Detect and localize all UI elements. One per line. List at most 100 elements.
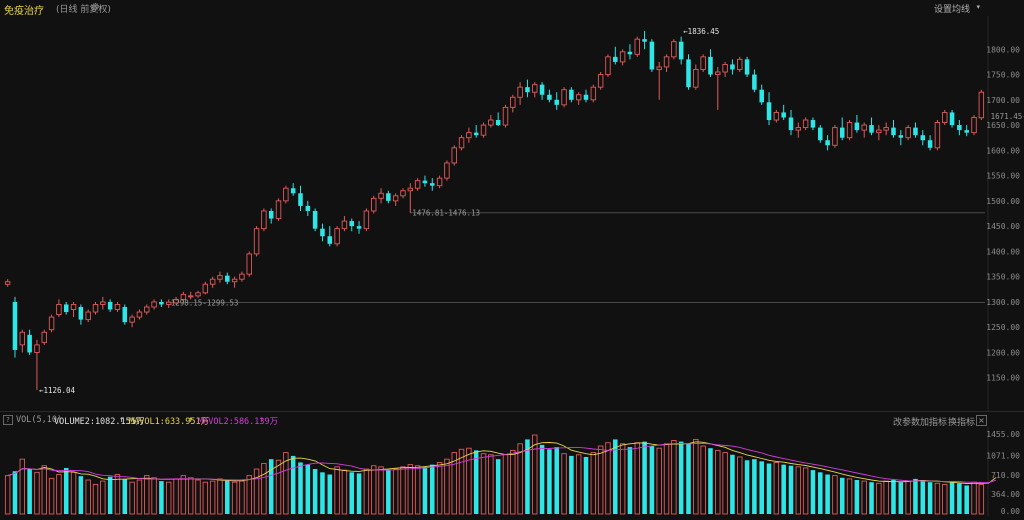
- switch-indicator-button[interactable]: 换指标: [948, 418, 976, 428]
- candle-body: [187, 295, 194, 298]
- volume-bar: [70, 471, 77, 515]
- candle-body: [971, 117, 977, 134]
- volume-bar: [19, 458, 26, 515]
- edit-params-button[interactable]: 改参数: [893, 418, 921, 428]
- candle-body: [605, 56, 611, 75]
- volume-bar: [4, 475, 11, 515]
- volume-bar: [136, 479, 143, 515]
- candle-body: [246, 253, 252, 275]
- volume-bar: [795, 466, 802, 515]
- candle-body: [473, 132, 479, 136]
- candle-body: [913, 127, 918, 136]
- candle-body: [85, 311, 91, 321]
- volume-bar: [290, 455, 296, 514]
- chevron-down-icon[interactable]: ▾: [976, 3, 980, 11]
- candle-body: [656, 66, 662, 70]
- candle-body: [209, 278, 216, 285]
- hline-label-1: 1298.15-1299.53: [171, 299, 239, 308]
- volume-bar: [781, 464, 786, 514]
- vol-y-tick-label: 710.00: [991, 471, 1020, 480]
- vol-indicator-name[interactable]: VOL(5,10): [16, 415, 63, 425]
- candle-body: [195, 292, 201, 297]
- help-icon[interactable]: ?: [3, 415, 13, 425]
- candle-body: [832, 127, 838, 146]
- ma-settings-button[interactable]: 设置均线: [933, 5, 970, 15]
- price-chart-svg[interactable]: 1150.00 1200.00 1250.00 1300.00 1350.00 1400.…: [0, 16, 1024, 411]
- volume-bar: [327, 474, 333, 514]
- candle-body: [451, 147, 457, 164]
- candle-body: [290, 188, 296, 194]
- candle-body: [693, 69, 699, 88]
- candle-body: [744, 59, 750, 75]
- volume-chart[interactable]: 1455.00 1071.00 710.00 364.00 0.00: [0, 427, 1024, 516]
- y-tick-label: 1400.00: [986, 247, 1020, 256]
- volume-bar: [898, 482, 904, 514]
- volume-arrow: ↑: [119, 415, 125, 425]
- candle-body: [283, 187, 289, 202]
- volume-bar: [759, 461, 764, 514]
- candle-body: [569, 89, 574, 100]
- volume-bar: [737, 456, 743, 515]
- candle-body: [920, 135, 926, 141]
- volume-bar: [407, 464, 414, 515]
- volume-bar: [964, 485, 969, 514]
- candle-body: [144, 306, 150, 313]
- candle-body: [363, 210, 370, 230]
- volume-bar: [92, 483, 99, 515]
- volume-bar: [231, 481, 238, 515]
- candle-body: [19, 331, 26, 346]
- volume-bar: [554, 447, 559, 514]
- mavol1-label: MAVOL1:633.951万: [129, 417, 210, 427]
- volume-bar: [569, 455, 574, 514]
- candle-body: [818, 127, 823, 141]
- close-icon[interactable]: ×: [976, 415, 987, 426]
- volume-chart-svg[interactable]: 1455.00 1071.00 710.00 364.00 0.00: [0, 427, 1024, 516]
- add-indicator-button[interactable]: 加指标: [920, 418, 948, 428]
- y-tick-label: 1350.00: [986, 273, 1020, 282]
- y-tick-label: 1800.00: [986, 45, 1020, 54]
- volume-bar: [195, 479, 201, 515]
- candle-body: [905, 127, 911, 139]
- volume-bar: [517, 443, 523, 515]
- volume-bar: [356, 473, 362, 514]
- volume-bar: [320, 472, 325, 514]
- volume-indicator-header: ? VOL(5,10) VOLUME2:1082.155万 ↑ MAVOL1:6…: [0, 411, 1024, 428]
- volume-bar: [693, 438, 699, 515]
- candle-body: [942, 111, 948, 123]
- volume-bar: [202, 481, 209, 515]
- candle-body: [305, 205, 311, 211]
- candle-body: [4, 281, 11, 285]
- gear-icon[interactable]: ⚙: [91, 2, 100, 13]
- candle-body: [239, 273, 245, 280]
- volume-bar: [305, 464, 311, 514]
- volume-bar: [876, 482, 882, 515]
- volume-bar: [788, 465, 794, 514]
- candle-body: [114, 304, 121, 310]
- candlestick-chart[interactable]: 1150.00 1200.00 1250.00 1300.00 1350.00 1400.…: [0, 16, 1024, 411]
- volume-bar: [605, 442, 611, 515]
- candle-body: [334, 228, 340, 245]
- volume-bar: [458, 448, 465, 515]
- candle-body: [547, 94, 552, 100]
- volume-bar: [708, 448, 713, 514]
- last-label: 1671.45-1664.43: [991, 112, 1024, 121]
- volume-bar: [187, 477, 194, 515]
- volume-bar: [363, 468, 370, 515]
- volume-bar: [839, 477, 845, 514]
- candle-body: [510, 96, 516, 108]
- volume-bar: [268, 459, 274, 514]
- volume-bar: [686, 443, 691, 514]
- volume-bar: [663, 443, 670, 515]
- candle-body: [964, 130, 969, 133]
- y-tick-label: 1200.00: [986, 348, 1020, 357]
- vol-y-tick-label: 364.00: [991, 490, 1020, 499]
- mavol1-line: [7, 441, 997, 484]
- volume-bar: [239, 480, 245, 515]
- mavol2-label: MAVOL2:586.139万: [198, 417, 279, 427]
- candle-body: [159, 301, 164, 305]
- candle-body: [525, 87, 530, 93]
- y-tick-label: 1450.00: [986, 222, 1020, 231]
- volume-bar: [349, 472, 355, 514]
- volume-bar: [173, 478, 179, 515]
- candle-body: [686, 59, 691, 88]
